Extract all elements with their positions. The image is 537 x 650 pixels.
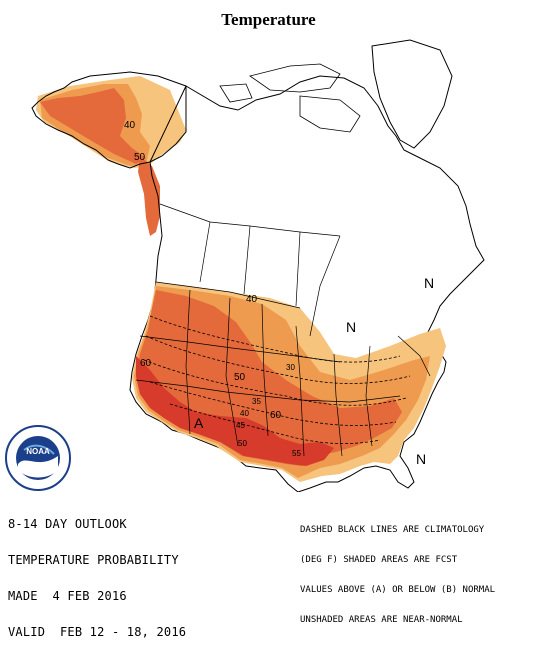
clim-label-45: 45 <box>236 421 245 430</box>
legend-line-2: TEMPERATURE PROBABILITY <box>8 553 179 567</box>
alaska-outline <box>31 71 187 169</box>
greenland-outline <box>371 39 453 149</box>
arctic-islands <box>219 63 361 133</box>
alaska-label-40: 40 <box>124 120 136 131</box>
near-normal-label-east: N <box>424 275 434 291</box>
note-line-1: DASHED BLACK LINES ARE CLIMATOLOGY <box>300 525 485 535</box>
clim-label-35: 35 <box>252 397 261 406</box>
note-line-4: UNSHADED AREAS ARE NEAR-NORMAL <box>300 615 463 625</box>
map-title: Temperature <box>221 10 316 29</box>
noaa-logo-text: NOAA <box>26 447 50 456</box>
alaska-panhandle-orange <box>138 156 160 236</box>
us-red-60 <box>136 356 334 466</box>
alaska-shading <box>36 76 186 236</box>
clim-label-50: 50 <box>238 439 247 448</box>
noaa-logo: NOAA <box>5 425 71 491</box>
legend-line-4: VALID FEB 12 - 18, 2016 <box>8 625 187 639</box>
near-normal-label-southeast: N <box>416 451 426 467</box>
canada-label-40: 40 <box>246 294 258 305</box>
us-shading <box>132 282 446 482</box>
clim-label-40: 40 <box>240 409 249 418</box>
outlook-map: 40 50 40 60 50 60 30 35 40 45 50 55 A N … <box>31 39 485 492</box>
clim-label-30: 30 <box>286 363 295 372</box>
climatology-lines <box>143 315 411 445</box>
note-line-2: (DEG F) SHADED AREAS ARE FCST <box>300 555 458 565</box>
note-line-3: VALUES ABOVE (A) OR BELOW (B) NORMAL <box>300 585 496 595</box>
boundary-lines <box>135 203 431 457</box>
alaska-label-50: 50 <box>134 152 146 163</box>
legend-line-1: 8-14 DAY OUTLOOK <box>8 517 127 531</box>
continent-outline <box>129 75 485 492</box>
south-label-60: 60 <box>270 410 282 421</box>
alaska-red-region <box>40 88 146 164</box>
clim-label-55: 55 <box>292 449 301 458</box>
near-normal-label-lakes: N <box>346 319 356 335</box>
legend-line-3: MADE 4 FEB 2016 <box>8 589 127 603</box>
notes-legend: DASHED BLACK LINES ARE CLIMATOLOGY (DEG … <box>300 505 495 635</box>
west-label-60: 60 <box>140 358 152 369</box>
west-label-50: 50 <box>234 372 246 383</box>
outlook-legend: 8-14 DAY OUTLOOK TEMPERATURE PROBABILITY… <box>8 494 186 650</box>
above-normal-label: A <box>194 415 204 431</box>
